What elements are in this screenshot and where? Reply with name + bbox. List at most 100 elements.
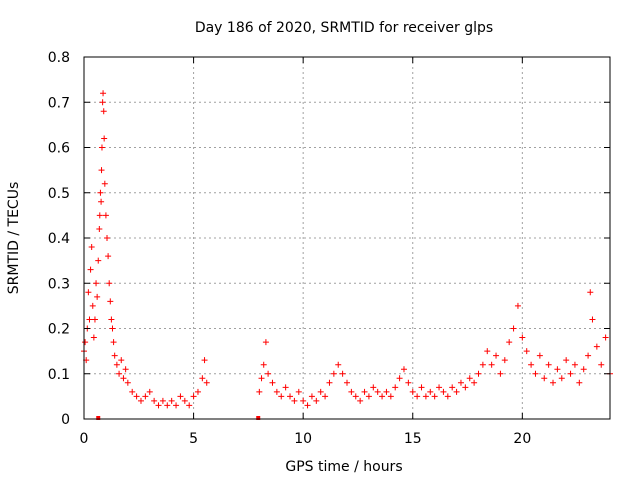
x-tick-label: 10 xyxy=(294,431,312,447)
data-point xyxy=(396,375,403,382)
y-tick-label: 0.1 xyxy=(48,367,70,383)
x-tick-label: 20 xyxy=(513,431,531,447)
data-point xyxy=(108,316,115,323)
data-point xyxy=(365,393,372,400)
data-point xyxy=(352,393,359,400)
data-point xyxy=(87,266,94,273)
data-point xyxy=(326,379,333,386)
data-point xyxy=(357,397,364,404)
data-point xyxy=(436,384,443,391)
data-point xyxy=(101,180,108,187)
data-point xyxy=(98,144,105,151)
data-point xyxy=(400,366,407,373)
data-point xyxy=(370,384,377,391)
data-point xyxy=(105,253,112,260)
data-point xyxy=(265,370,272,377)
y-tick-label: 0.5 xyxy=(48,186,70,202)
data-point xyxy=(124,379,131,386)
data-point xyxy=(102,212,109,219)
data-point xyxy=(587,289,594,296)
gap-marker xyxy=(256,416,261,420)
data-point xyxy=(593,343,600,350)
data-point xyxy=(541,375,548,382)
chart-title: Day 186 of 2020, SRMTID for receiver glp… xyxy=(195,20,493,36)
data-point xyxy=(339,370,346,377)
data-point xyxy=(580,366,587,373)
data-point xyxy=(104,235,111,241)
data-point xyxy=(177,393,184,400)
data-point xyxy=(484,348,491,355)
y-tick-label: 0.2 xyxy=(48,322,70,338)
data-point xyxy=(418,384,425,391)
data-point xyxy=(514,302,521,309)
data-point xyxy=(563,357,570,364)
data-point xyxy=(308,393,315,400)
data-point xyxy=(122,366,129,373)
data-point xyxy=(589,316,596,323)
data-point xyxy=(88,244,95,251)
data-point xyxy=(142,393,149,400)
data-point xyxy=(99,99,106,106)
data-point xyxy=(348,388,355,395)
x-axis-label: GPS time / hours xyxy=(285,459,402,475)
data-point xyxy=(449,384,456,391)
data-point xyxy=(598,361,605,368)
grid-lines xyxy=(84,57,610,419)
data-point xyxy=(118,357,125,364)
y-tick-label: 0.6 xyxy=(48,141,70,157)
data-point xyxy=(414,393,421,400)
data-point xyxy=(199,375,206,382)
data-point xyxy=(155,402,162,409)
data-point xyxy=(113,361,120,368)
data-point xyxy=(497,370,504,377)
y-axis-label: SRMTID / TECUs xyxy=(6,182,22,295)
data-point xyxy=(493,352,500,359)
data-point xyxy=(422,393,429,400)
data-point xyxy=(260,361,267,368)
data-point xyxy=(173,402,180,409)
data-point xyxy=(164,402,171,409)
data-point xyxy=(550,379,557,386)
data-point xyxy=(488,361,495,368)
data-point xyxy=(453,388,460,395)
data-point xyxy=(90,334,97,341)
data-point xyxy=(278,393,285,400)
data-point xyxy=(528,361,535,368)
data-point xyxy=(330,370,337,377)
data-point xyxy=(282,384,289,391)
data-point xyxy=(602,334,609,341)
data-point xyxy=(98,198,105,205)
y-tick-label: 0 xyxy=(61,412,70,428)
gap-marker xyxy=(96,416,101,420)
data-point xyxy=(431,393,438,400)
data-point xyxy=(457,379,464,386)
data-point xyxy=(322,393,329,400)
data-point xyxy=(383,388,390,395)
plot-frame xyxy=(83,56,611,420)
data-point xyxy=(146,388,153,395)
data-point xyxy=(304,402,311,409)
data-point xyxy=(269,379,276,386)
data-point xyxy=(181,397,188,404)
data-point xyxy=(137,397,144,404)
data-point xyxy=(110,339,117,346)
data-point xyxy=(532,370,539,377)
y-tick-label: 0.3 xyxy=(48,276,70,292)
data-point xyxy=(344,379,350,386)
data-point xyxy=(116,370,123,377)
data-point xyxy=(86,316,93,323)
data-point xyxy=(475,370,482,377)
data-point xyxy=(100,90,107,97)
data-point xyxy=(295,388,302,395)
data-point xyxy=(405,379,412,386)
data-point xyxy=(201,357,208,364)
data-point xyxy=(317,388,324,395)
data-point xyxy=(96,225,103,232)
data-point xyxy=(194,388,201,395)
data-point xyxy=(168,397,175,404)
data-point xyxy=(462,384,469,391)
data-point xyxy=(203,379,210,386)
data-point xyxy=(427,388,434,395)
data-point xyxy=(109,325,116,332)
